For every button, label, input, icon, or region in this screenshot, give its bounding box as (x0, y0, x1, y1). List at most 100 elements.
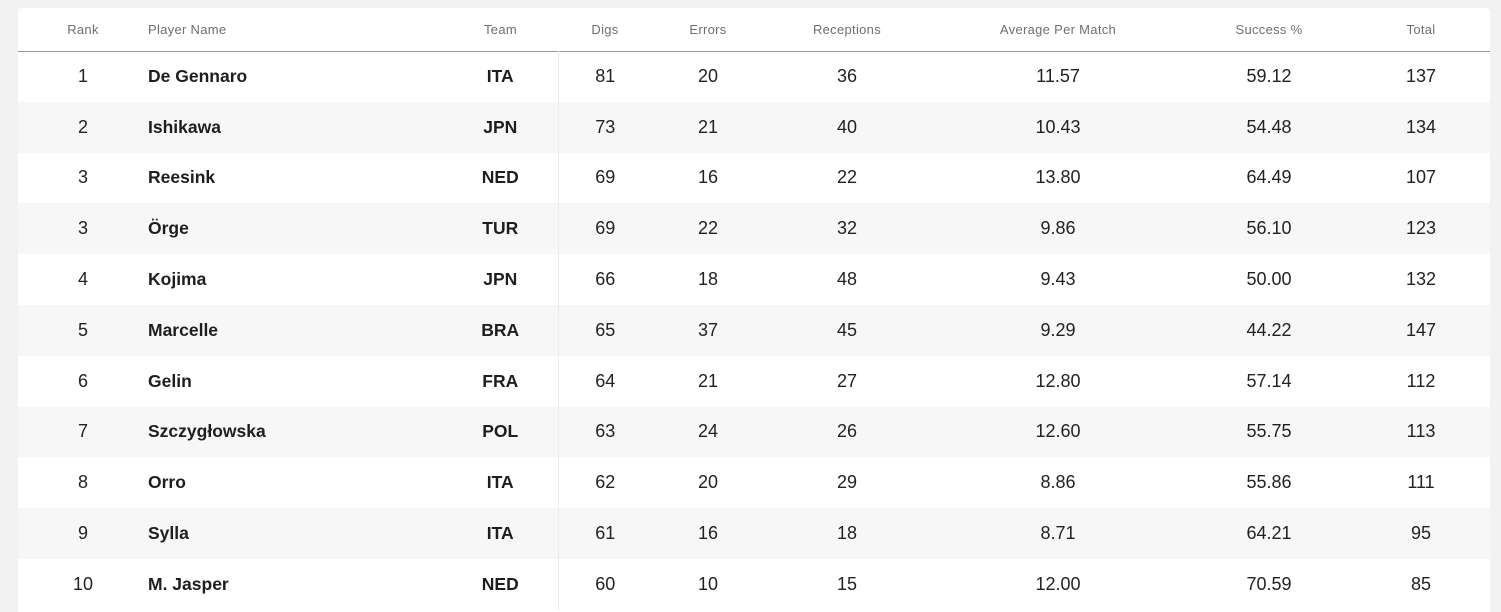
column-header-receptions[interactable]: Receptions (812, 21, 882, 37)
table-body: 1 De Gennaro ITA 81 20 36 11.57 59.12 137 2 Ishika… (18, 51, 1490, 610)
cell-rank: 1 (77, 66, 88, 87)
cell-team: ITA (443, 508, 559, 559)
column-header-player-name[interactable]: Player Name (148, 21, 227, 37)
cell-receptions: 26 (836, 421, 858, 442)
cell-errors: 10 (697, 573, 719, 594)
cell-success-percent: 50.00 (1246, 269, 1292, 290)
cell-digs: 65 (595, 319, 616, 340)
cell-digs: 69 (595, 218, 616, 239)
cell-rank: 2 (77, 116, 88, 137)
table-header-row: Rank Player Name Team Digs Errors Recept… (18, 8, 1490, 51)
cell-receptions: 29 (836, 472, 858, 493)
cell-rank: 3 (77, 167, 88, 188)
cell-player-name[interactable]: Orro (148, 472, 186, 493)
column-header-success-percent[interactable]: Success % (1235, 21, 1303, 37)
cell-rank: 9 (77, 523, 88, 544)
cell-average-per-match: 13.80 (1035, 167, 1081, 188)
column-header-errors[interactable]: Errors (689, 21, 727, 37)
table-row: 6 Gelin FRA 64 21 27 12.80 57.14 112 (18, 355, 1490, 407)
cell-total: 123 (1405, 218, 1437, 239)
cell-rank: 8 (77, 472, 88, 493)
cell-player-name[interactable]: Sylla (148, 523, 189, 544)
cell-receptions: 48 (836, 269, 858, 290)
cell-team: ITA (443, 51, 559, 102)
column-header-total[interactable]: Total (1406, 21, 1436, 37)
cell-errors: 22 (697, 218, 719, 239)
cell-average-per-match: 11.57 (1036, 66, 1080, 87)
cell-total: 113 (1406, 421, 1436, 442)
cell-total: 134 (1405, 116, 1437, 137)
table-row: 3 Örge TUR 69 22 32 9.86 56.10 123 (18, 203, 1490, 255)
cell-rank: 4 (77, 269, 88, 290)
cell-success-percent: 55.86 (1246, 472, 1292, 493)
cell-average-per-match: 12.80 (1035, 370, 1081, 391)
cell-team: BRA (443, 304, 559, 356)
cell-success-percent: 54.48 (1246, 116, 1292, 137)
cell-receptions: 22 (836, 167, 858, 188)
cell-player-name[interactable]: Ishikawa (148, 116, 221, 137)
cell-average-per-match: 10.43 (1035, 116, 1081, 137)
cell-team: FRA (443, 355, 559, 407)
cell-team: NED (443, 152, 559, 204)
table-row: 10 M. Jasper NED 60 10 15 12.00 70.59 85 (18, 558, 1490, 610)
cell-receptions: 18 (836, 523, 858, 544)
column-header-digs[interactable]: Digs (591, 21, 619, 37)
cell-success-percent: 59.12 (1246, 66, 1292, 87)
table-row: 8 Orro ITA 62 20 29 8.86 55.86 111 (18, 457, 1490, 509)
cell-rank: 6 (77, 370, 88, 391)
cell-player-name[interactable]: De Gennaro (148, 66, 248, 87)
cell-digs: 66 (595, 269, 616, 290)
column-header-rank[interactable]: Rank (67, 21, 99, 37)
cell-rank: 10 (72, 573, 94, 594)
cell-errors: 16 (697, 167, 719, 188)
table-row: 9 Sylla ITA 61 16 18 8.71 64.21 95 (18, 508, 1490, 559)
cell-total: 107 (1405, 167, 1437, 188)
cell-success-percent: 70.59 (1246, 573, 1292, 594)
cell-player-name[interactable]: Marcelle (148, 319, 219, 340)
cell-player-name[interactable]: Reesink (148, 167, 216, 188)
cell-digs: 61 (595, 523, 616, 544)
cell-errors: 37 (697, 319, 719, 340)
cell-rank: 3 (77, 218, 88, 239)
cell-player-name[interactable]: Örge (148, 218, 189, 239)
cell-player-name[interactable]: Szczygłowska (148, 421, 266, 442)
cell-player-name[interactable]: Kojima (148, 269, 207, 290)
cell-success-percent: 55.75 (1246, 421, 1292, 442)
cell-errors: 16 (697, 523, 719, 544)
cell-digs: 73 (595, 116, 616, 137)
cell-team: JPN (443, 101, 559, 153)
table-row: 1 De Gennaro ITA 81 20 36 11.57 59.12 137 (18, 51, 1490, 102)
cell-player-name[interactable]: Gelin (148, 370, 192, 391)
cell-total: 95 (1410, 523, 1432, 544)
cell-receptions: 36 (836, 66, 858, 87)
cell-player-name[interactable]: M. Jasper (148, 573, 229, 594)
cell-errors: 24 (697, 421, 719, 442)
cell-receptions: 32 (836, 218, 858, 239)
cell-receptions: 40 (836, 116, 858, 137)
table-row: 5 Marcelle BRA 65 37 45 9.29 44.22 147 (18, 304, 1490, 356)
cell-digs: 63 (595, 421, 616, 442)
cell-success-percent: 57.14 (1246, 370, 1292, 391)
digs-stats-table: Rank Player Name Team Digs Errors Recept… (18, 8, 1490, 610)
cell-team: JPN (443, 254, 559, 305)
cell-total: 111 (1407, 472, 1435, 493)
cell-total: 132 (1405, 269, 1437, 290)
cell-receptions: 15 (836, 573, 858, 594)
table-row: 7 Szczygłowska POL 63 24 26 12.60 55.75 113 (18, 406, 1490, 458)
table-row: 4 Kojima JPN 66 18 48 9.43 50.00 132 (18, 254, 1490, 305)
column-header-average-per-match[interactable]: Average Per Match (999, 21, 1117, 37)
cell-rank: 5 (77, 319, 88, 340)
column-header-team[interactable]: Team (484, 21, 517, 37)
cell-average-per-match: 9.29 (1040, 319, 1076, 340)
cell-total: 137 (1405, 66, 1437, 87)
stats-table-card: Rank Player Name Team Digs Errors Recept… (18, 8, 1490, 612)
cell-average-per-match: 8.86 (1040, 472, 1076, 493)
cell-average-per-match: 8.71 (1040, 523, 1076, 544)
cell-errors: 18 (697, 269, 719, 290)
cell-team: ITA (443, 457, 559, 509)
cell-digs: 81 (595, 66, 616, 87)
cell-success-percent: 64.21 (1246, 523, 1292, 544)
cell-average-per-match: 9.86 (1040, 218, 1076, 239)
cell-errors: 21 (697, 370, 719, 391)
cell-digs: 69 (595, 167, 616, 188)
